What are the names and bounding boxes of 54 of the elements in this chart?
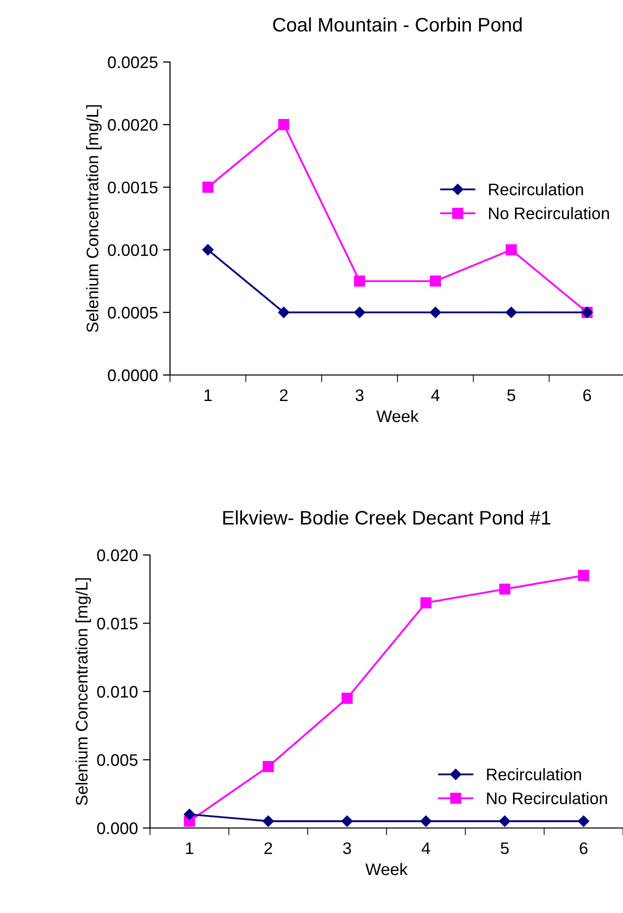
point <box>278 306 290 318</box>
point <box>499 816 510 827</box>
point <box>420 816 432 827</box>
point <box>430 276 441 287</box>
point <box>499 584 510 595</box>
x-tick-label: 5 <box>500 842 509 854</box>
y-tick-label: 0.0020 <box>108 119 158 131</box>
x-tick-label: 5 <box>507 390 516 402</box>
y-tick-label: 0.0005 <box>108 306 158 319</box>
y-tick-label: 0.0010 <box>108 244 158 256</box>
x-tick-label: 1 <box>204 390 212 401</box>
point <box>430 306 442 318</box>
point <box>578 570 590 582</box>
point <box>578 816 590 827</box>
y-tick-label: 0.0015 <box>108 182 158 194</box>
point <box>184 808 196 820</box>
x-tick-label: 2 <box>264 842 272 854</box>
x-axis-title: Week <box>365 862 408 876</box>
point <box>420 597 432 608</box>
point <box>506 306 517 318</box>
y-axis-title: Selenium Concentration [mg/L] <box>75 578 91 806</box>
point <box>202 182 214 193</box>
point <box>202 244 214 256</box>
legend-label: No Recirculation <box>489 207 609 220</box>
legend-label: No Recirculation <box>487 792 607 804</box>
x-tick-label: 3 <box>343 842 351 854</box>
x-tick-label: 4 <box>431 390 440 401</box>
y-tick-label: 0.010 <box>97 686 138 698</box>
point <box>354 276 366 287</box>
legend-label: Recirculation <box>489 183 583 196</box>
y-tick-label: 0.0000 <box>108 369 158 382</box>
point <box>278 119 290 130</box>
x-tick-label: 4 <box>422 842 430 854</box>
x-tick-label: 6 <box>583 389 591 402</box>
x-tick-label: 2 <box>280 389 288 401</box>
chart-title: Coal Mountain - Corbin Pond <box>273 17 522 32</box>
y-tick-label: 0.0025 <box>108 56 158 68</box>
point <box>506 244 517 256</box>
point <box>341 816 353 827</box>
x-axis-title: Week <box>376 410 419 422</box>
legend-label: Recirculation <box>487 768 581 780</box>
y-tick-label: 0.015 <box>97 618 138 630</box>
point <box>342 692 353 704</box>
y-tick-label: 0.020 <box>97 549 138 562</box>
y-tick-label: 0.000 <box>97 822 138 834</box>
chart-title: Elkview- Bodie Creek Decant Pond #1 <box>223 510 550 525</box>
point <box>262 816 274 827</box>
point <box>262 761 274 772</box>
x-tick-label: 3 <box>356 389 364 402</box>
x-tick-label: 6 <box>580 842 588 854</box>
point <box>354 306 366 318</box>
x-tick-label: 1 <box>186 842 194 854</box>
y-tick-label: 0.005 <box>97 754 138 766</box>
y-axis-title: Selenium Concentration [mg/L] <box>86 105 102 332</box>
